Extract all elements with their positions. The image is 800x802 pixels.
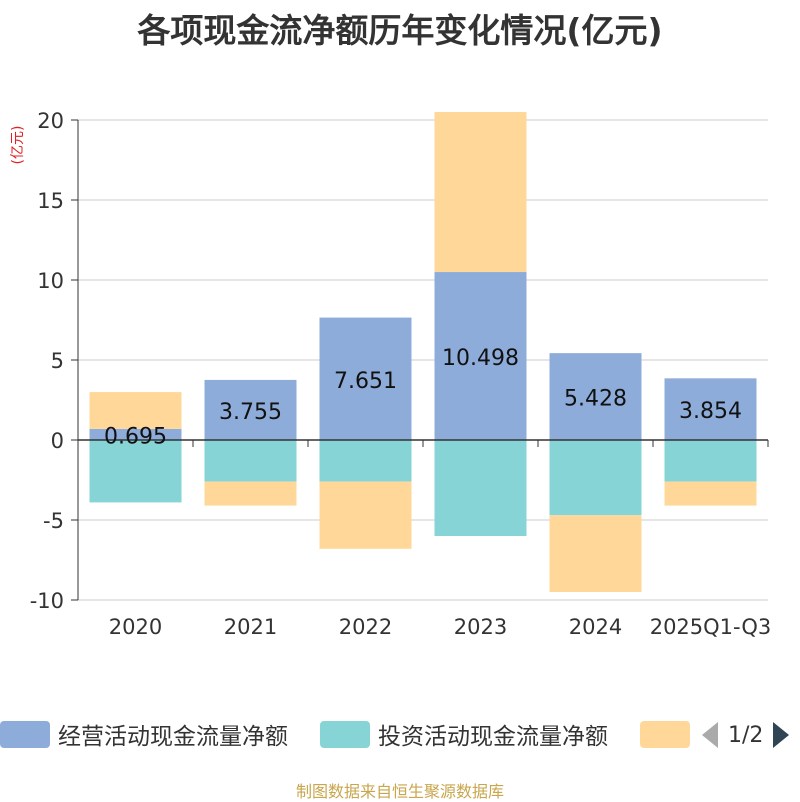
next-page-icon[interactable]	[771, 721, 791, 749]
x-tick-label: 2021	[224, 615, 277, 639]
data-label: 0.695	[104, 424, 167, 449]
legend-item-operating[interactable]: 经营活动现金流量净额	[0, 720, 288, 750]
bar-investing	[319, 440, 412, 482]
x-tick-label: 2025Q1-Q3	[650, 615, 772, 639]
bar-third	[89, 392, 182, 429]
chart-title: 各项现金流净额历年变化情况(亿元)	[137, 11, 663, 50]
x-tick-label: 2024	[569, 615, 622, 639]
y-tick-label: 20	[37, 109, 64, 133]
data-label: 7.651	[334, 369, 397, 394]
data-label: 10.498	[442, 346, 519, 371]
bar-investing	[664, 440, 757, 482]
data-label: 3.755	[219, 400, 282, 425]
legend-swatch-investing	[320, 720, 370, 748]
x-tick-label: 2020	[109, 615, 162, 639]
legend-label-operating: 经营活动现金流量净额	[58, 724, 288, 750]
bar-third	[434, 112, 527, 273]
bar-investing	[204, 440, 297, 482]
source-footer: 制图数据来自恒生聚源数据库	[295, 782, 504, 801]
x-tick-label: 2023	[454, 615, 507, 639]
y-tick-label: -10	[30, 589, 64, 613]
y-tick-label: 10	[37, 269, 64, 293]
bar-operating	[319, 317, 412, 440]
bar-third	[549, 515, 642, 592]
x-tick-label: 2022	[339, 615, 392, 639]
data-label: 5.428	[564, 387, 627, 412]
legend: 经营活动现金流量净额 投资活动现金流量净额 1/2	[0, 712, 800, 756]
prev-page-icon[interactable]	[700, 721, 720, 749]
legend-swatch-operating	[0, 720, 50, 748]
bar-operating	[664, 378, 757, 440]
labels: 2020 2021 2022 2023 2024 2025Q1-Q3 0.695 3.755 7…	[104, 346, 771, 639]
grid-lines	[78, 119, 768, 601]
y-tick-label: 15	[37, 189, 64, 213]
bar-operating	[434, 272, 527, 440]
y-tick-label: -5	[43, 509, 64, 533]
data-label: 3.854	[679, 399, 742, 424]
bar-operating	[204, 379, 297, 440]
bars	[89, 112, 757, 592]
y-axis-title: (亿元)	[10, 126, 26, 165]
bar-third	[664, 481, 757, 506]
bar-operating	[549, 353, 642, 440]
bar-operating	[89, 428, 182, 440]
legend-item-investing[interactable]: 投资活动现金流量净额	[320, 720, 608, 750]
y-tick-label: 0	[51, 429, 64, 453]
bar-investing	[434, 440, 527, 536]
bar-investing	[89, 440, 182, 503]
bar-third	[319, 481, 412, 549]
legend-item-third[interactable]	[640, 720, 698, 748]
legend-page-indicator: 1/2	[728, 722, 764, 748]
bar-third	[204, 481, 297, 506]
legend-label-investing: 投资活动现金流量净额	[378, 724, 608, 750]
y-tick-label: 5	[51, 349, 64, 373]
axes: 20 15 10 5 0 -5 -10 (亿元)	[10, 109, 769, 613]
bar-investing	[549, 440, 642, 516]
legend-swatch-third	[640, 720, 690, 748]
legend-pager: 1/2	[700, 720, 791, 750]
